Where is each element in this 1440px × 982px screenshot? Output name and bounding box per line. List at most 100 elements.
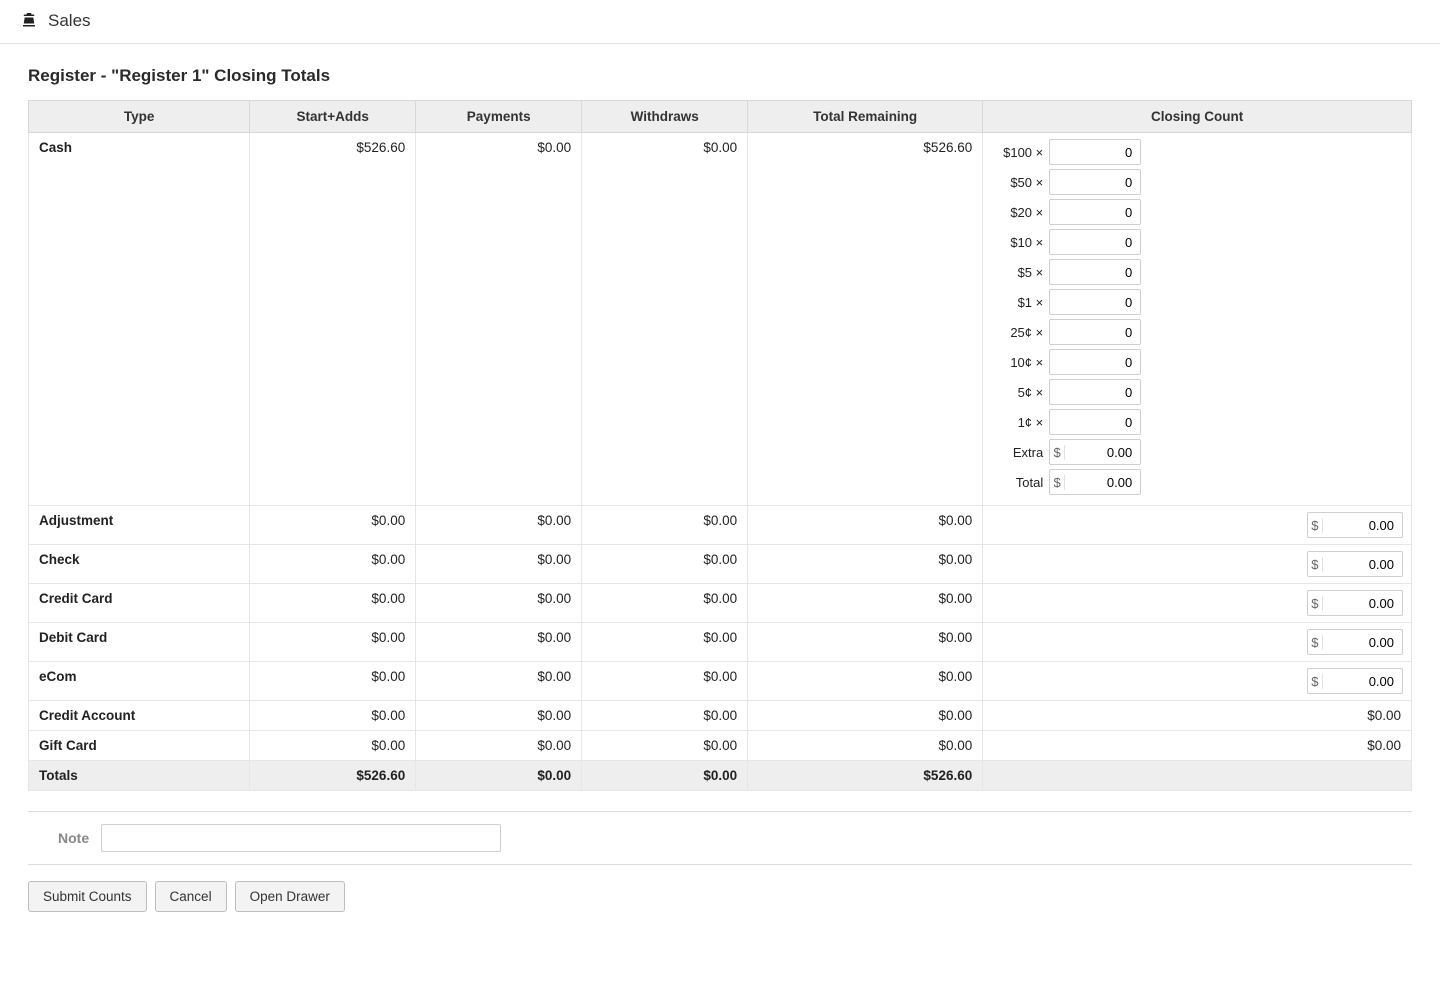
denomination-label: $10 × bbox=[991, 235, 1043, 250]
cell-withdraws: $0.00 bbox=[582, 506, 748, 545]
closing-amount-input[interactable] bbox=[1323, 630, 1402, 654]
denomination-row: $100 × bbox=[991, 139, 1151, 165]
denomination-input[interactable] bbox=[1049, 349, 1141, 375]
denomination-input[interactable] bbox=[1049, 259, 1141, 285]
denomination-label: $1 × bbox=[991, 295, 1043, 310]
denomination-input[interactable] bbox=[1049, 409, 1141, 435]
closing-amount-input[interactable] bbox=[1323, 669, 1402, 693]
cell-payments: $0.00 bbox=[416, 545, 582, 584]
cell-payments: $0.00 bbox=[416, 731, 582, 761]
denomination-row: 1¢ × bbox=[991, 409, 1151, 435]
denomination-label: $50 × bbox=[991, 175, 1043, 190]
dollar-prefix: $ bbox=[1050, 475, 1065, 490]
col-withdraws: Withdraws bbox=[582, 101, 748, 133]
cell-payments: $0.00 bbox=[416, 623, 582, 662]
denomination-label: 5¢ × bbox=[991, 385, 1043, 400]
dollar-prefix: $ bbox=[1308, 518, 1323, 533]
table-row: eCom $0.00 $0.00 $0.00 $0.00 $ bbox=[29, 662, 1412, 701]
cell-closing-count bbox=[983, 761, 1412, 791]
cell-total-remaining: $0.00 bbox=[748, 662, 983, 701]
closing-amount-input[interactable] bbox=[1323, 552, 1402, 576]
denomination-row: $10 × bbox=[991, 229, 1151, 255]
cell-withdraws: $0.00 bbox=[582, 584, 748, 623]
note-label: Note bbox=[58, 830, 89, 846]
total-input[interactable] bbox=[1065, 470, 1140, 494]
denomination-input[interactable] bbox=[1049, 319, 1141, 345]
table-row: Gift Card $0.00 $0.00 $0.00 $0.00 $0.00 bbox=[29, 731, 1412, 761]
denomination-row: $5 × bbox=[991, 259, 1151, 285]
topbar: Sales bbox=[0, 0, 1440, 44]
cell-withdraws: $0.00 bbox=[582, 133, 748, 506]
table-row-totals: Totals $526.60 $0.00 $0.00 $526.60 bbox=[29, 761, 1412, 791]
total-money-box: $ bbox=[1049, 469, 1141, 495]
table-row: Debit Card $0.00 $0.00 $0.00 $0.00 $ bbox=[29, 623, 1412, 662]
cell-withdraws: $0.00 bbox=[582, 701, 748, 731]
cell-start-adds: $0.00 bbox=[250, 506, 416, 545]
actions-bar: Submit Counts Cancel Open Drawer bbox=[28, 881, 1412, 912]
cell-closing-value: $0.00 bbox=[983, 701, 1412, 731]
page-title: Register - "Register 1" Closing Totals bbox=[28, 66, 1412, 86]
cell-payments: $0.00 bbox=[416, 584, 582, 623]
denomination-label: $100 × bbox=[991, 145, 1043, 160]
cash-register-icon bbox=[20, 10, 38, 31]
cell-closing-count: $ bbox=[983, 623, 1412, 662]
closing-money-box: $ bbox=[1307, 512, 1403, 538]
denomination-input[interactable] bbox=[1049, 199, 1141, 225]
denomination-input[interactable] bbox=[1049, 139, 1141, 165]
cell-start-adds: $0.00 bbox=[250, 623, 416, 662]
cell-start-adds: $0.00 bbox=[250, 662, 416, 701]
cell-withdraws: $0.00 bbox=[582, 761, 748, 791]
denomination-extra-row: Extra $ bbox=[991, 439, 1151, 465]
cell-type: Check bbox=[29, 545, 250, 584]
denomination-label: $20 × bbox=[991, 205, 1043, 220]
closing-totals-table: Type Start+Adds Payments Withdraws Total… bbox=[28, 100, 1412, 791]
cell-payments: $0.00 bbox=[416, 133, 582, 506]
closing-amount-input[interactable] bbox=[1323, 513, 1402, 537]
cell-total-remaining: $0.00 bbox=[748, 701, 983, 731]
table-row: Adjustment $0.00 $0.00 $0.00 $0.00 $ bbox=[29, 506, 1412, 545]
denomination-row: 5¢ × bbox=[991, 379, 1151, 405]
cell-total-remaining: $526.60 bbox=[748, 133, 983, 506]
extra-label: Extra bbox=[991, 445, 1043, 460]
col-closing-count: Closing Count bbox=[983, 101, 1412, 133]
cell-start-adds: $526.60 bbox=[250, 133, 416, 506]
cell-start-adds: $0.00 bbox=[250, 545, 416, 584]
cell-closing-count: $ bbox=[983, 584, 1412, 623]
denomination-input[interactable] bbox=[1049, 289, 1141, 315]
col-payments: Payments bbox=[416, 101, 582, 133]
dollar-prefix: $ bbox=[1308, 557, 1323, 572]
cell-payments: $0.00 bbox=[416, 662, 582, 701]
cell-type: Gift Card bbox=[29, 731, 250, 761]
dollar-prefix: $ bbox=[1308, 674, 1323, 689]
col-type: Type bbox=[29, 101, 250, 133]
topbar-title: Sales bbox=[48, 11, 91, 31]
cell-total-remaining: $0.00 bbox=[748, 584, 983, 623]
submit-counts-button[interactable]: Submit Counts bbox=[28, 881, 147, 912]
denomination-total-row: Total $ bbox=[991, 469, 1151, 495]
extra-money-box: $ bbox=[1049, 439, 1141, 465]
denomination-label: $5 × bbox=[991, 265, 1043, 280]
denomination-label: 25¢ × bbox=[991, 325, 1043, 340]
denomination-row: 10¢ × bbox=[991, 349, 1151, 375]
cancel-button[interactable]: Cancel bbox=[155, 881, 227, 912]
cell-type: Cash bbox=[29, 133, 250, 506]
denomination-input[interactable] bbox=[1049, 229, 1141, 255]
cell-closing-count: $ bbox=[983, 545, 1412, 584]
table-row: Credit Card $0.00 $0.00 $0.00 $0.00 $ bbox=[29, 584, 1412, 623]
table-row: Credit Account $0.00 $0.00 $0.00 $0.00 $… bbox=[29, 701, 1412, 731]
extra-input[interactable] bbox=[1065, 440, 1140, 464]
dollar-prefix: $ bbox=[1308, 596, 1323, 611]
denomination-input[interactable] bbox=[1049, 379, 1141, 405]
denomination-input[interactable] bbox=[1049, 169, 1141, 195]
cell-total-remaining: $0.00 bbox=[748, 623, 983, 662]
table-header-row: Type Start+Adds Payments Withdraws Total… bbox=[29, 101, 1412, 133]
closing-amount-input[interactable] bbox=[1323, 591, 1402, 615]
cell-start-adds: $526.60 bbox=[250, 761, 416, 791]
open-drawer-button[interactable]: Open Drawer bbox=[235, 881, 345, 912]
cell-withdraws: $0.00 bbox=[582, 662, 748, 701]
denomination-row: $20 × bbox=[991, 199, 1151, 225]
cell-total-remaining: $0.00 bbox=[748, 506, 983, 545]
col-total-remaining: Total Remaining bbox=[748, 101, 983, 133]
cell-withdraws: $0.00 bbox=[582, 545, 748, 584]
note-input[interactable] bbox=[101, 824, 501, 852]
